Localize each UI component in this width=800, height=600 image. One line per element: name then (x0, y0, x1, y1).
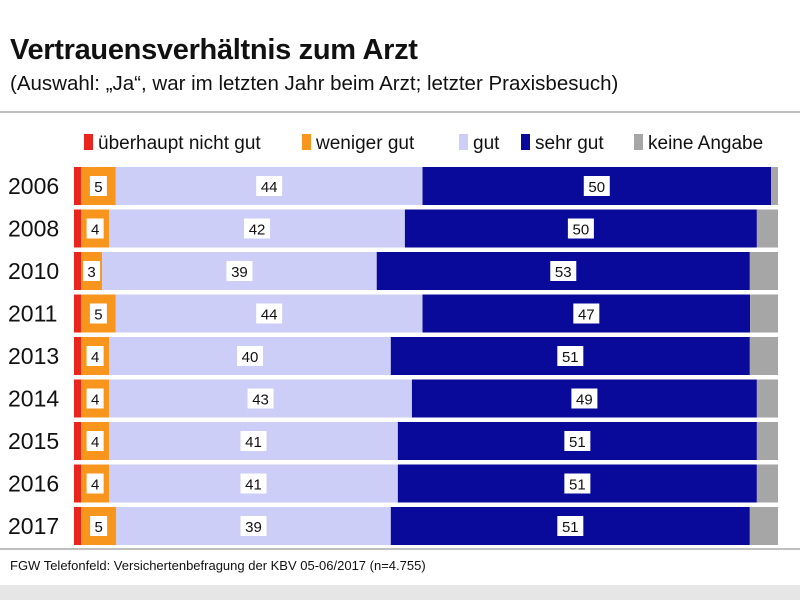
data-label-box-gut-2008 (244, 218, 271, 239)
data-label-sehr-gut-2010: 53 (555, 264, 572, 281)
data-label-box-sehr-gut-2017 (557, 516, 584, 536)
data-label-box-sehr-gut-2013 (557, 346, 584, 366)
legend-label-überhaupt-nicht-gut: überhaupt nicht gut (98, 133, 261, 154)
data-label-box-weniger-gut-2010 (83, 261, 101, 281)
bar-segment-keine-Angabe-2008 (756, 209, 778, 248)
legend-swatch-sehr-gut (521, 134, 530, 150)
bar-segment-keine-Angabe-2016 (756, 464, 778, 503)
bar-segment-überhaupt-nicht-gut-2014 (74, 379, 82, 418)
bar-segment-keine-Angabe-2013 (749, 337, 778, 375)
bar-segment-überhaupt-nicht-gut-2006 (74, 167, 81, 205)
year-label-2016: 2016 (8, 471, 59, 497)
data-label-sehr-gut-2017: 51 (562, 519, 579, 536)
data-label-box-weniger-gut-2017 (90, 516, 108, 536)
data-label-sehr-gut-2008: 50 (573, 222, 590, 239)
data-label-sehr-gut-2015: 51 (569, 434, 586, 451)
data-label-box-gut-2017 (240, 516, 267, 536)
bar-segment-überhaupt-nicht-gut-2017 (74, 507, 82, 545)
top-divider (0, 111, 800, 113)
bar-segment-keine-Angabe-2006 (771, 167, 778, 205)
data-label-weniger-gut-2014: 4 (91, 392, 99, 409)
chart-subtitle: (Auswahl: „Ja“, war im letzten Jahr beim… (10, 72, 619, 95)
data-label-box-gut-2014 (247, 388, 274, 409)
data-label-gut-2014: 43 (252, 392, 269, 409)
bar-segment-keine-Angabe-2010 (749, 252, 778, 290)
year-label-2011: 2011 (8, 301, 57, 327)
data-label-box-weniger-gut-2016 (86, 473, 104, 494)
data-label-box-sehr-gut-2016 (564, 473, 591, 494)
data-label-box-weniger-gut-2006 (89, 176, 107, 196)
bar-segment-überhaupt-nicht-gut-2011 (74, 294, 81, 333)
data-label-box-weniger-gut-2013 (86, 346, 104, 366)
data-label-gut-2008: 42 (249, 222, 266, 239)
data-label-gut-2015: 41 (245, 434, 262, 451)
data-label-weniger-gut-2015: 4 (91, 434, 99, 451)
data-label-gut-2016: 41 (245, 477, 262, 494)
data-label-box-weniger-gut-2014 (86, 388, 104, 409)
data-label-weniger-gut-2017: 5 (94, 519, 102, 536)
data-label-gut-2013: 40 (242, 349, 259, 366)
bottom-band (0, 585, 800, 600)
data-label-box-gut-2006 (256, 176, 283, 196)
bar-segment-überhaupt-nicht-gut-2010 (74, 252, 82, 290)
data-label-gut-2006: 44 (261, 179, 278, 196)
data-label-weniger-gut-2013: 4 (91, 349, 99, 366)
data-label-box-weniger-gut-2015 (86, 431, 104, 451)
legend-label-gut: gut (473, 133, 500, 154)
bar-segment-keine-Angabe-2011 (750, 294, 778, 333)
year-label-2013: 2013 (8, 343, 59, 369)
data-label-gut-2011: 44 (261, 307, 278, 324)
data-label-box-sehr-gut-2015 (564, 431, 591, 451)
bar-segment-keine-Angabe-2017 (749, 507, 778, 545)
bar-segment-überhaupt-nicht-gut-2016 (74, 464, 82, 503)
data-label-box-sehr-gut-2014 (571, 388, 598, 409)
data-label-gut-2017: 39 (245, 519, 262, 536)
data-label-weniger-gut-2016: 4 (91, 477, 99, 494)
data-label-box-gut-2013 (237, 346, 263, 366)
data-label-box-sehr-gut-2010 (550, 261, 577, 281)
data-label-box-weniger-gut-2008 (86, 218, 104, 239)
chart-title: Vertrauensverhältnis zum Arzt (10, 34, 418, 66)
data-label-box-gut-2015 (240, 431, 267, 451)
legend-swatch-weniger-gut (302, 134, 311, 150)
data-label-box-gut-2010 (226, 261, 253, 281)
data-label-sehr-gut-2013: 51 (562, 349, 579, 366)
year-label-2006: 2006 (8, 173, 59, 199)
data-label-box-gut-2011 (256, 303, 283, 324)
data-label-sehr-gut-2006: 50 (588, 179, 605, 196)
legend-label-sehr-gut: sehr gut (535, 133, 604, 154)
legend-swatch-keine-Angabe (634, 134, 643, 150)
bar-segment-überhaupt-nicht-gut-2015 (74, 422, 82, 460)
year-label-2014: 2014 (8, 386, 59, 412)
bottom-divider (0, 548, 800, 550)
year-label-2010: 2010 (8, 258, 59, 284)
data-label-sehr-gut-2011: 47 (578, 307, 595, 324)
bar-segment-überhaupt-nicht-gut-2013 (74, 337, 82, 375)
data-label-sehr-gut-2016: 51 (569, 477, 586, 494)
bar-segment-keine-Angabe-2015 (756, 422, 778, 460)
data-label-box-sehr-gut-2006 (583, 176, 610, 196)
legend-swatch-gut (459, 134, 468, 150)
source-note: FGW Telefonfeld: Versichertenbefragung d… (10, 558, 426, 573)
data-label-weniger-gut-2011: 5 (94, 307, 102, 324)
data-label-sehr-gut-2014: 49 (576, 392, 593, 409)
data-label-box-gut-2016 (240, 473, 267, 494)
data-label-weniger-gut-2008: 4 (91, 222, 99, 239)
data-label-weniger-gut-2010: 3 (87, 264, 95, 281)
bar-segment-keine-Angabe-2014 (756, 379, 778, 418)
legend-swatch-überhaupt-nicht-gut (84, 134, 93, 150)
stacked-bar-chart: überhaupt nicht gut weniger gut gut sehr gu… (8, 133, 778, 545)
data-label-box-sehr-gut-2011 (573, 303, 600, 324)
data-label-weniger-gut-2006: 5 (94, 179, 102, 196)
bar-segment-überhaupt-nicht-gut-2008 (74, 209, 82, 248)
data-label-gut-2010: 39 (231, 264, 248, 281)
legend-label-weniger-gut: weniger gut (315, 133, 415, 154)
year-label-2008: 2008 (8, 216, 59, 242)
legend-label-keine-Angabe: keine Angabe (648, 133, 763, 154)
year-label-2017: 2017 (8, 513, 59, 539)
data-label-box-weniger-gut-2011 (89, 303, 107, 324)
year-label-2015: 2015 (8, 428, 59, 454)
data-label-box-sehr-gut-2008 (567, 218, 594, 239)
